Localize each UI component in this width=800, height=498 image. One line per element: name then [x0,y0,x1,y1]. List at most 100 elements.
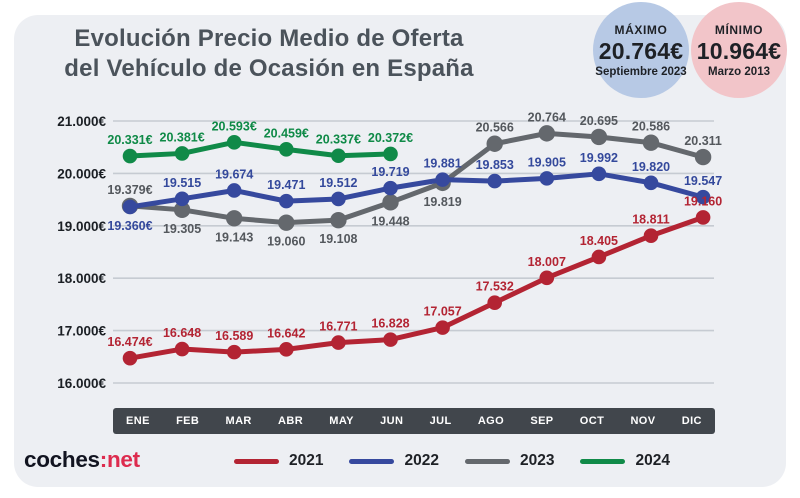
max-badge-value: 20.764€ [598,37,684,64]
logo-prefix: coches [24,447,100,472]
data-point-2021 [174,341,190,357]
data-point-2023 [173,201,191,219]
data-point-2022 [643,175,659,191]
min-badge-period: Marzo 2013 [707,65,770,78]
data-point-2021 [226,344,242,360]
data-label-2022: 19.471 [267,178,305,192]
data-label-2024: 20.381€ [160,130,205,144]
data-point-2022 [279,193,294,209]
data-point-2022 [226,183,242,198]
data-label-2022: 19.515 [163,176,201,190]
month-label-nov: NOV [630,415,656,427]
legend-item-2023: 2023 [464,452,554,470]
data-label-2022: 19.820 [632,160,670,174]
data-label-2022: 19.360€ [107,219,152,233]
data-label-2023: 19.819 [423,195,461,209]
data-point-2021 [591,249,607,265]
data-point-2022 [122,199,138,215]
month-label-jul: JUL [429,415,452,427]
data-label-2021: 18.811 [632,213,670,227]
data-label-2021: 16.589 [215,329,253,343]
legend-swatch-2022 [349,458,395,464]
data-point-2022 [487,173,503,189]
month-label-sep: SEP [530,415,554,427]
data-point-2021 [695,210,711,225]
data-point-2022 [174,191,190,207]
data-label-2023: 20.311 [684,134,722,148]
data-point-2022 [383,180,398,196]
data-label-2023: 20.764 [528,110,566,124]
data-label-2023: 20.586 [632,120,670,134]
month-label-abr: ABR [278,415,304,427]
data-label-2022: 19.881 [423,157,461,171]
legend-item-2021: 2021 [234,452,323,470]
data-point-2024 [383,146,398,162]
month-label-may: MAY [329,415,354,427]
data-label-2021: 17.057 [423,305,461,319]
data-point-2022 [591,166,607,182]
month-label-ago: AGO [477,415,505,427]
legend-year-label: 2022 [404,452,439,469]
data-point-2021 [539,270,555,286]
y-axis-tick-label: 20.000€ [57,166,106,181]
month-axis-bar: ENE FEB MAR ABR MAY JUN JUL AGO SEP OCT NOV DIC [113,408,715,434]
data-point-2021 [331,335,346,350]
data-label-2022: 19.992 [580,151,618,165]
data-point-2024 [122,148,138,164]
logo-separator: : [99,447,108,472]
data-point-2021 [487,295,503,311]
data-point-2024 [331,148,346,164]
data-point-2023 [590,128,608,146]
data-label-2024: 20.593€ [212,119,257,133]
data-label-2022: 19.674 [215,167,253,181]
y-axis-tick-label: 21.000€ [57,114,106,129]
data-label-2021: 16.642 [267,326,305,340]
series-line-2022 [127,171,706,210]
month-label-mar: MAR [225,415,252,427]
coches-net-logo: coches:net [24,447,140,473]
month-label-jun: JUN [380,415,404,427]
data-label-2021: 17.532 [476,280,514,294]
legend-year-label: 2024 [635,452,670,469]
legend-swatch-2024 [580,458,626,464]
data-point-2024 [279,142,294,157]
data-point-2023 [226,210,243,227]
series-line-2023 [127,130,706,226]
title-line-2: del Vehículo de Ocasión en España [64,55,474,82]
data-label-2023: 19.379€ [107,183,152,197]
data-label-2021: 18.007 [528,255,566,269]
data-label-2024: 20.372€ [368,131,413,145]
data-point-2022 [331,191,346,207]
max-badge-label: MÁXIMO [614,22,668,37]
data-label-2023: 19.060 [267,235,305,249]
max-price-badge: MÁXIMO 20.764€ Septiembre 2023 [593,2,689,98]
legend-item-2024: 2024 [580,452,670,470]
min-badge-label: MÍNIMO [714,22,764,37]
data-point-2023 [694,148,712,166]
legend-swatch-2023 [464,458,510,464]
data-label-2021: 16.474€ [107,335,152,349]
data-label-2022: 19.853 [476,158,514,172]
title-line-1: Evolución Precio Medio de Oferta [74,25,464,52]
data-label-2021: 18.405 [580,234,618,248]
data-label-2023: 19.448 [371,214,409,228]
data-label-2024: 20.459€ [264,126,309,140]
y-axis-tick-label: 19.000€ [57,219,106,234]
data-point-2024 [174,146,190,161]
data-point-2021 [383,332,398,347]
min-badge-value: 10.964€ [696,37,782,64]
data-label-2023: 19.143 [215,230,253,244]
min-price-badge: MÍNIMO 10.964€ Marzo 2013 [691,2,787,98]
data-label-2022: 19.719 [371,165,409,179]
data-label-2022: 19.905 [528,155,566,169]
data-point-2023 [278,214,295,231]
data-point-2021 [435,320,450,335]
series-line-2021 [127,214,706,361]
y-axis-tick-label: 16.000€ [57,376,106,391]
data-point-2023 [538,125,555,142]
data-label-2023: 19.305 [163,222,201,236]
data-point-2023 [486,135,503,152]
legend-swatch-2021 [234,458,279,464]
data-label-2023: 20.695 [580,114,618,128]
